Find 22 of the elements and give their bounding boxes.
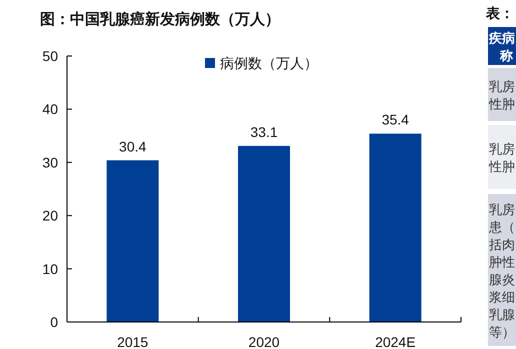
y-tick-label: 0	[50, 314, 58, 330]
legend-label: 病例数（万人）	[220, 55, 318, 71]
x-tick-label: 2024E	[375, 334, 416, 349]
bar	[238, 146, 290, 322]
chart-title: 图：中国乳腺癌新发病例数（万人）	[40, 10, 280, 28]
text: 疾病称	[488, 30, 515, 63]
y-tick-label: 50	[42, 48, 58, 64]
text: 表：	[485, 5, 514, 21]
text: 乳房性肿	[488, 78, 515, 112]
y-tick-label: 20	[42, 208, 58, 224]
data-label: 30.4	[119, 138, 147, 154]
x-tick-label: 2015	[117, 334, 148, 349]
data-label: 33.1	[250, 124, 278, 140]
text: 乳房性肿	[488, 141, 515, 174]
bar	[369, 134, 422, 322]
bar	[106, 160, 159, 322]
y-tick-label: 10	[42, 260, 58, 277]
x-tick-label: 2020	[248, 334, 280, 349]
text: 乳房患（括肉肿性腺炎浆细乳腺等）	[488, 202, 515, 340]
data-label: 35.4	[382, 112, 410, 128]
y-tick-label: 40	[42, 101, 58, 118]
y-tick-label: 30	[42, 154, 58, 170]
